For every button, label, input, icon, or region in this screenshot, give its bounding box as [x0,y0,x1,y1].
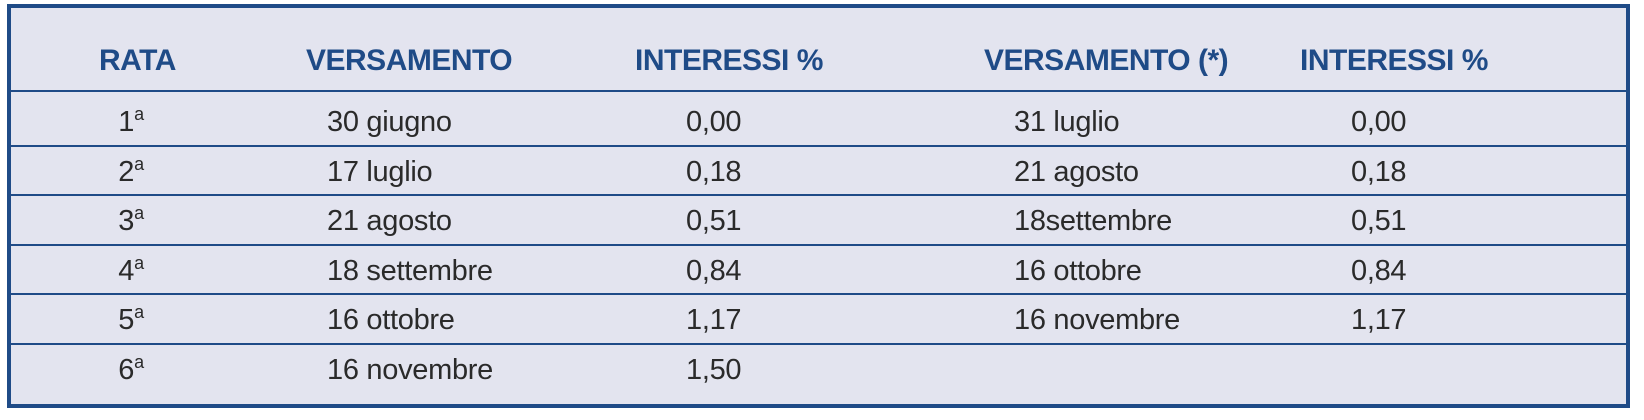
versamento-cell: 30 giugno [327,106,452,138]
rata-ordinal-suffix: a [134,203,144,223]
rata-number: 3 [118,205,135,237]
table-row: 4a 18 settembre 0,84 16 ottobre 0,84 [11,245,1626,295]
table-row: 2a 17 luglio 0,18 21 agosto 0,18 [11,146,1626,196]
rata-number: 6 [118,353,135,386]
rata-cell: 1a [101,104,161,139]
rata-number: 1 [118,106,135,138]
interessi-alt-cell: 0,00 [1351,106,1407,138]
versamento-alt-cell: 16 novembre [1014,304,1180,336]
rata-ordinal-suffix: a [134,104,144,124]
table-row: 1a 30 giugno 0,00 31 luglio 0,00 [11,96,1626,146]
versamento-cell: 17 luglio [327,155,433,188]
interessi-cell: 0,00 [686,106,742,138]
row-divider [11,144,1626,147]
rata-number: 2 [118,155,135,188]
rata-ordinal-suffix: a [134,302,144,322]
row-divider [11,293,1626,295]
interessi-cell: 1,17 [686,304,742,336]
header-interessi: INTERESSI % [635,44,823,77]
installments-table: RATA VERSAMENTO INTERESSI % VERSAMENTO (… [7,4,1630,408]
header-divider [11,90,1626,92]
versamento-cell: 16 novembre [327,353,493,386]
interessi-cell: 0,84 [686,254,742,287]
interessi-alt-cell: 0,18 [1351,155,1407,188]
versamento-cell: 18 settembre [327,254,493,287]
table-header: RATA VERSAMENTO INTERESSI % VERSAMENTO (… [11,8,1626,95]
interessi-cell: 0,51 [686,205,742,237]
row-divider [11,342,1626,345]
header-interessi-alt: INTERESSI % [1300,44,1488,77]
versamento-alt-cell: 31 luglio [1014,106,1120,138]
versamento-alt-cell: 21 agosto [1014,155,1139,188]
row-divider [11,194,1626,196]
table-row: 5a 16 ottobre 1,17 16 novembre 1,17 [11,294,1626,344]
header-versamento: VERSAMENTO [306,44,513,77]
rata-number: 5 [118,304,135,336]
rata-ordinal-suffix: a [134,252,144,273]
interessi-alt-cell: 1,17 [1351,304,1407,336]
rata-ordinal-suffix: a [134,153,144,174]
rata-cell: 5a [101,302,161,337]
header-versamento-alt: VERSAMENTO (*) [984,44,1229,77]
versamento-cell: 21 agosto [327,205,452,237]
interessi-cell: 0,18 [686,155,742,188]
header-rata: RATA [99,44,176,77]
rata-cell: 3a [101,203,161,238]
rata-number: 4 [118,254,135,287]
interessi-alt-cell: 0,84 [1351,254,1407,287]
interessi-cell: 1,50 [686,353,742,386]
table-row: 3a 21 agosto 0,51 18settembre 0,51 [11,195,1626,245]
row-divider [11,243,1626,246]
rata-cell: 6a [101,351,161,387]
versamento-cell: 16 ottobre [327,304,455,336]
table-row: 6a 16 novembre 1,50 [11,344,1626,394]
interessi-alt-cell: 0,51 [1351,205,1407,237]
rata-ordinal-suffix: a [134,351,144,372]
rata-cell: 4a [101,252,161,288]
versamento-alt-cell: 18settembre [1014,205,1172,237]
rata-cell: 2a [101,153,161,189]
versamento-alt-cell: 16 ottobre [1014,254,1142,287]
